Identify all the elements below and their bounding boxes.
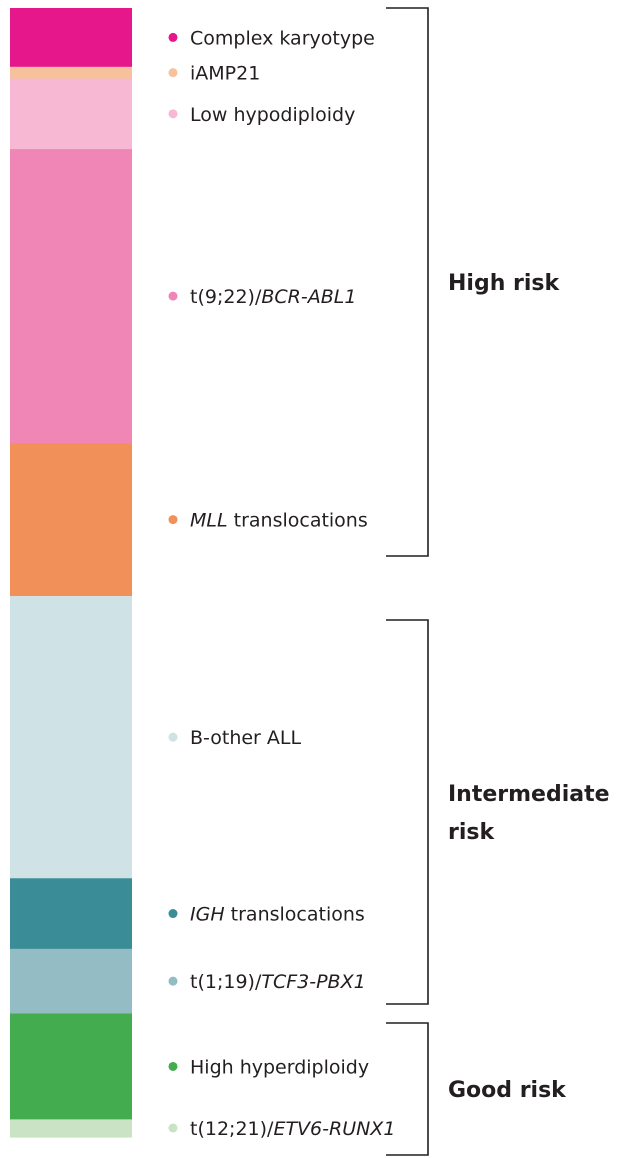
- legend-label-b-other-all: B-other ALL: [190, 727, 301, 749]
- bar-segment-b-other-all: [10, 596, 132, 879]
- legend-marker-high-hyperdiploidy: [168, 1061, 178, 1071]
- legend-marker-b-other-all: [168, 732, 178, 742]
- legend-marker-complex-karyotype: [168, 32, 178, 42]
- legend-marker-igh-translocations: [168, 909, 178, 919]
- bar-segment-t-12-21-etv6-runx1: [10, 1119, 132, 1138]
- bar-segment-complex-karyotype: [10, 8, 132, 68]
- bar-segment-high-hyperdiploidy: [10, 1013, 132, 1120]
- bar-segment-low-hypodiploidy: [10, 78, 132, 150]
- legend-marker-t-12-21-etv6-runx1: [168, 1123, 178, 1133]
- legend-marker-mll-translocations: [168, 515, 178, 525]
- bracket-good-risk: [386, 1022, 429, 1156]
- legend-label-iamp21: iAMP21: [190, 63, 260, 85]
- legend-marker-t-1-19-tcf3-pbx1: [168, 976, 178, 986]
- group-label-good-risk: Good risk: [448, 1078, 567, 1103]
- legend-label-complex-karyotype: Complex karyotype: [190, 27, 375, 49]
- bracket-high-risk: [386, 7, 429, 557]
- legend-marker-t-9-22-bcr-abl1: [168, 291, 178, 301]
- group-label-intermediate-risk: Intermediate risk: [448, 782, 610, 845]
- risk-groups: High risk Intermediate risk Good risk: [386, 7, 610, 1156]
- stacked-bar: [10, 8, 132, 1138]
- legend: Complex karyotype iAMP21 Low hypodiploidy t…: [168, 27, 395, 1140]
- bar-segment-t-1-19-tcf3-pbx1: [10, 948, 132, 1015]
- bracket-intermediate-risk: [386, 619, 429, 1005]
- legend-marker-low-hypodiploidy: [168, 109, 178, 119]
- legend-label-mll-translocations: MLL translocations: [190, 510, 368, 532]
- legend-label-low-hypodiploidy: Low hypodiploidy: [190, 104, 355, 126]
- legend-label-t-9-22-bcr-abl1: t(9;22)/BCR-ABL1: [190, 286, 356, 308]
- legend-label-high-hyperdiploidy: High hyperdiploidy: [190, 1056, 369, 1078]
- bar-segment-igh-translocations: [10, 878, 132, 950]
- legend-label-igh-translocations: IGH translocations: [190, 904, 365, 926]
- bar-segment-t-9-22-bcr-abl1: [10, 149, 132, 444]
- legend-label-t-1-19-tcf3-pbx1: t(1;19)/TCF3-PBX1: [190, 971, 366, 993]
- bar-segment-iamp21: [10, 66, 132, 80]
- bar-segment-mll-translocations: [10, 443, 132, 597]
- legend-marker-iamp21: [168, 68, 178, 78]
- legend-label-t-12-21-etv6-runx1: t(12;21)/ETV6-RUNX1: [190, 1118, 395, 1140]
- group-label-high-risk: High risk: [448, 271, 561, 296]
